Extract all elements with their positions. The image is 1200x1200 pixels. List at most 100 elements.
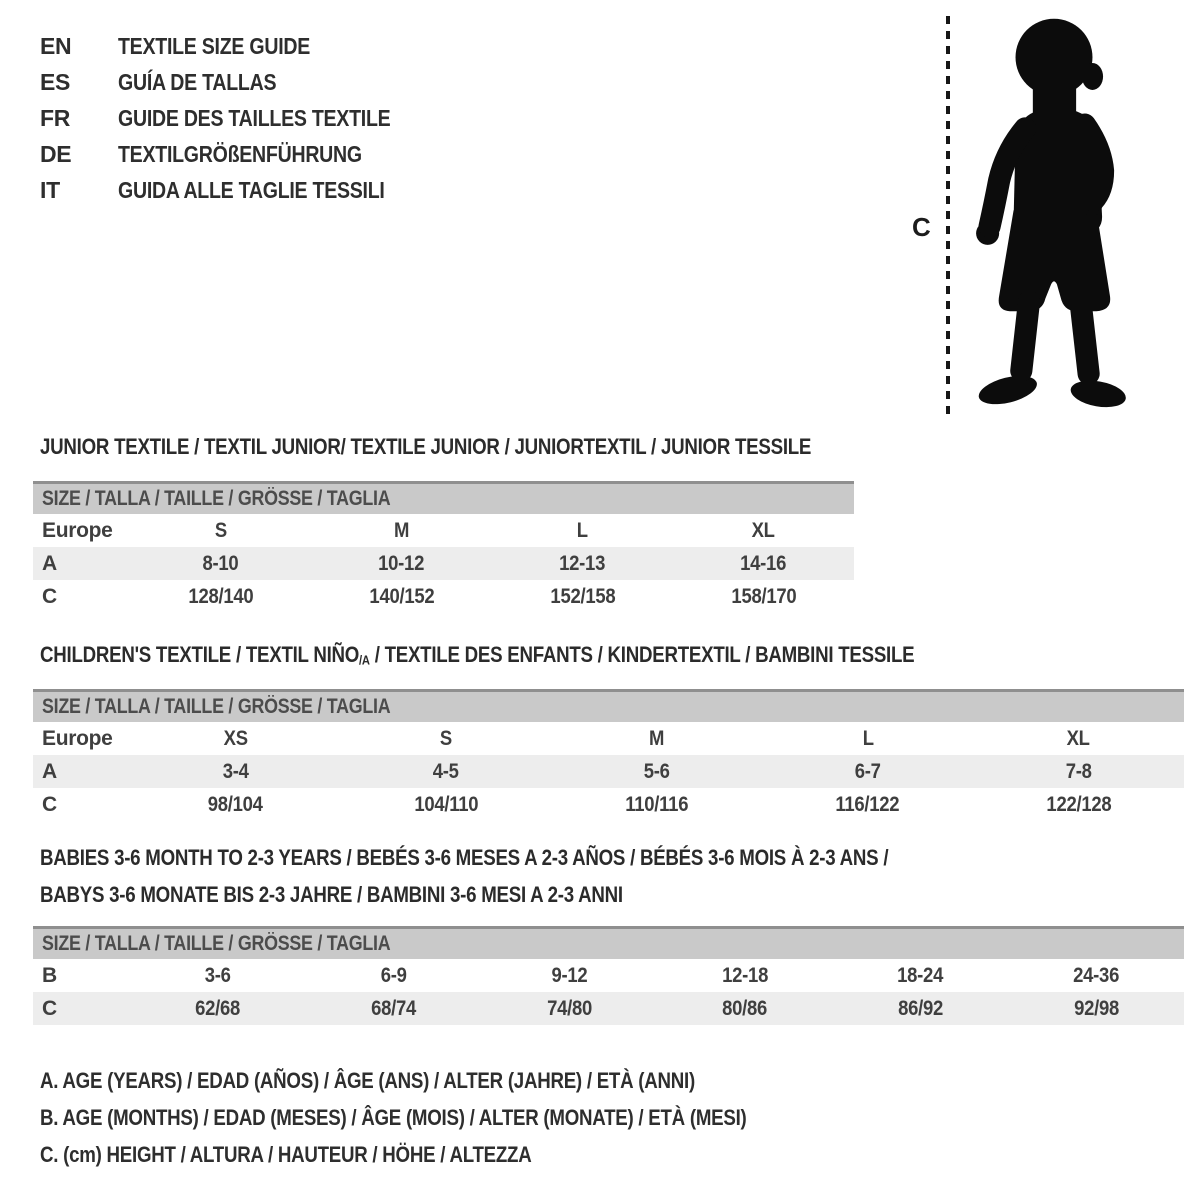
babies-title-text-2: BABYS 3-6 MONATE BIS 2-3 JAHRE / BAMBINI… xyxy=(40,882,623,907)
junior-title-text: JUNIOR TEXTILE / TEXTIL JUNIOR/ TEXTILE … xyxy=(40,434,812,459)
lang-row-en: EN TEXTILE SIZE GUIDE xyxy=(40,28,439,64)
lang-title: GUIDE DES TAILLES TEXTILE xyxy=(118,104,391,131)
language-title-list: EN TEXTILE SIZE GUIDE ES GUÍA DE TALLAS … xyxy=(40,28,439,208)
children-title-text: CHILDREN'S TEXTILE / TEXTIL NIÑO/A / TEX… xyxy=(40,642,915,668)
babies-section-title-line1: BABIES 3-6 MONTH TO 2-3 YEARS / BEBÉS 3-… xyxy=(40,845,1038,871)
lang-title: GUÍA DE TALLAS xyxy=(118,68,277,95)
height-measure-label: C xyxy=(912,212,931,242)
table-row: Europe XS S M L XL xyxy=(33,722,1184,755)
legend-line-a: A. AGE (YEARS) / EDAD (AÑOS) / ÂGE (ANS)… xyxy=(40,1062,871,1099)
size-header-text: SIZE / TALLA / TAILLE / GRÖSSE / TAGLIA xyxy=(42,932,391,955)
lang-title: TEXTILE SIZE GUIDE xyxy=(118,32,311,59)
table-cell: S xyxy=(440,726,453,750)
junior-table-rows: Europe S M L XL A 8-10 10-12 12-13 14-16 C 128/140 1… xyxy=(33,514,854,613)
legend-text-a: A. AGE (YEARS) / EDAD (AÑOS) / ÂGE (ANS)… xyxy=(40,1067,695,1093)
table-cell: 158/170 xyxy=(731,584,796,608)
table-cell: 110/116 xyxy=(625,792,689,816)
children-table-rows: Europe XS S M L XL A 3-4 4-5 5-6 6-7 7-8 C 98/104 104/… xyxy=(33,722,1184,821)
table-cell: XL xyxy=(1067,726,1091,750)
table-cell: 62/68 xyxy=(195,996,241,1020)
lang-code: FR xyxy=(40,104,71,131)
table-cell: 24-36 xyxy=(1073,963,1120,987)
measure-legend: A. AGE (YEARS) / EDAD (AÑOS) / ÂGE (ANS)… xyxy=(40,1062,871,1173)
table-cell: 6-7 xyxy=(854,759,881,783)
row-label: C xyxy=(42,584,57,608)
table-cell: 4-5 xyxy=(433,759,460,783)
lang-code: ES xyxy=(40,68,71,95)
babies-size-table: SIZE / TALLA / TAILLE / GRÖSSE / TAGLIA … xyxy=(33,926,1184,1025)
row-label: Europe xyxy=(42,726,113,750)
lang-row-es: ES GUÍA DE TALLAS xyxy=(40,64,439,100)
babies-table-rows: B 3-6 6-9 9-12 12-18 18-24 24-36 C 62/68 68/74 74/… xyxy=(33,959,1184,1025)
table-cell: 14-16 xyxy=(740,551,787,575)
row-label: A xyxy=(42,551,57,575)
row-label: C xyxy=(42,792,57,816)
toddler-silhouette-icon xyxy=(976,18,1126,408)
table-row: C 98/104 104/110 110/116 116/122 122/128 xyxy=(33,788,1184,821)
row-label: B xyxy=(42,963,57,987)
size-header-bar: SIZE / TALLA / TAILLE / GRÖSSE / TAGLIA xyxy=(33,926,1184,959)
lang-code: DE xyxy=(40,140,72,167)
table-cell: M xyxy=(393,518,410,542)
table-cell: 152/158 xyxy=(550,584,615,608)
table-cell: 122/128 xyxy=(1046,792,1112,816)
size-header-bar: SIZE / TALLA / TAILLE / GRÖSSE / TAGLIA xyxy=(33,689,1184,722)
table-row: B 3-6 6-9 9-12 12-18 18-24 24-36 xyxy=(33,959,1184,992)
table-cell: 7-8 xyxy=(1065,759,1092,783)
table-cell: 18-24 xyxy=(897,963,944,987)
table-cell: XL xyxy=(751,518,776,542)
height-measure-dashed-line xyxy=(946,16,950,416)
table-cell: 140/152 xyxy=(369,584,434,608)
lang-code: IT xyxy=(40,176,60,203)
row-label: A xyxy=(42,759,57,783)
size-header-text: SIZE / TALLA / TAILLE / GRÖSSE / TAGLIA xyxy=(42,695,391,718)
table-cell: 116/122 xyxy=(835,792,900,816)
table-cell: 9-12 xyxy=(551,963,588,987)
babies-title-text-1: BABIES 3-6 MONTH TO 2-3 YEARS / BEBÉS 3-… xyxy=(40,845,889,870)
table-cell: 128/140 xyxy=(188,584,253,608)
table-cell: 5-6 xyxy=(644,759,670,783)
table-cell: L xyxy=(576,518,589,542)
table-cell: 98/104 xyxy=(207,792,263,816)
lang-row-fr: FR GUIDE DES TAILLES TEXTILE xyxy=(40,100,439,136)
table-cell: 12-13 xyxy=(559,551,606,575)
babies-section-title-line2: BABYS 3-6 MONATE BIS 2-3 JAHRE / BAMBINI… xyxy=(40,882,726,908)
table-cell: 10-12 xyxy=(378,551,425,575)
table-cell: M xyxy=(649,726,665,750)
table-row: C 128/140 140/152 152/158 158/170 xyxy=(33,580,854,613)
legend-text-c: C. (cm) HEIGHT / ALTURA / HAUTEUR / HÖHE… xyxy=(40,1141,532,1167)
row-label: Europe xyxy=(42,518,113,542)
table-cell: 12-18 xyxy=(721,963,768,987)
table-cell: 6-9 xyxy=(380,963,407,987)
lang-title: GUIDA ALLE TAGLIE TESSILI xyxy=(118,176,385,203)
table-cell: 80/86 xyxy=(722,996,768,1020)
legend-line-b: B. AGE (MONTHS) / EDAD (MESES) / ÂGE (MO… xyxy=(40,1099,871,1136)
table-cell: 68/74 xyxy=(371,996,416,1020)
junior-size-table: SIZE / TALLA / TAILLE / GRÖSSE / TAGLIA … xyxy=(33,481,854,613)
table-row: A 3-4 4-5 5-6 6-7 7-8 xyxy=(33,755,1184,788)
lang-row-it: IT GUIDA ALLE TAGLIE TESSILI xyxy=(40,172,439,208)
lang-row-de: DE TEXTILGRÖßENFÜHRUNG xyxy=(40,136,439,172)
children-section-title: CHILDREN'S TEXTILE / TEXTIL NIÑO/A / TEX… xyxy=(40,642,1069,668)
table-cell: XS xyxy=(223,726,248,750)
table-cell: 74/80 xyxy=(546,996,592,1020)
legend-line-c: C. (cm) HEIGHT / ALTURA / HAUTEUR / HÖHE… xyxy=(40,1136,871,1173)
table-cell: L xyxy=(862,726,874,750)
table-cell: 86/92 xyxy=(898,996,943,1020)
table-cell: 3-4 xyxy=(222,759,249,783)
lang-code: EN xyxy=(40,32,72,59)
table-cell: 104/110 xyxy=(414,792,479,816)
table-cell: 8-10 xyxy=(202,551,239,575)
table-row: C 62/68 68/74 74/80 80/86 86/92 92/98 xyxy=(33,992,1184,1025)
row-label: C xyxy=(42,996,57,1020)
table-cell: S xyxy=(214,518,227,542)
table-row: Europe S M L XL xyxy=(33,514,854,547)
lang-title: TEXTILGRÖßENFÜHRUNG xyxy=(118,140,362,167)
legend-text-b: B. AGE (MONTHS) / EDAD (MESES) / ÂGE (MO… xyxy=(40,1104,747,1130)
table-row: A 8-10 10-12 12-13 14-16 xyxy=(33,547,854,580)
junior-section-title: JUNIOR TEXTILE / TEXTIL JUNIOR/ TEXTILE … xyxy=(40,434,947,460)
size-header-bar: SIZE / TALLA / TAILLE / GRÖSSE / TAGLIA xyxy=(33,481,854,514)
size-header-text: SIZE / TALLA / TAILLE / GRÖSSE / TAGLIA xyxy=(42,487,391,510)
table-cell: 92/98 xyxy=(1073,996,1119,1020)
